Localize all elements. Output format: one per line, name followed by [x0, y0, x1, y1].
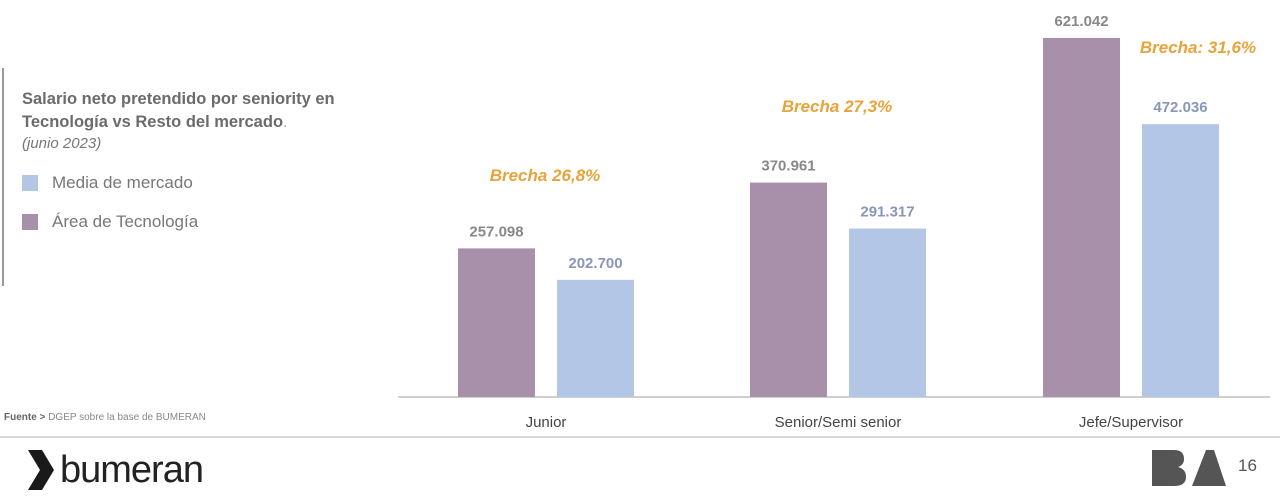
legend-swatch-tech — [22, 214, 38, 230]
bar-market-senior-semi-senior — [849, 228, 926, 397]
chart-subtitle: (junio 2023) — [22, 135, 102, 152]
gap-annotation-senior-semi-senior: Brecha 27,3% — [782, 97, 893, 116]
bar-market-jefe-supervisor — [1142, 124, 1219, 397]
legend-swatch-market — [22, 175, 38, 191]
page-number: 16 — [1238, 456, 1257, 475]
legend-label-market: Media de mercado — [52, 173, 193, 192]
data-label-market-junior: 202.700 — [568, 255, 622, 272]
bumeran-logo: bumeran — [26, 448, 204, 492]
gap-annotation-junior: Brecha 26,8% — [490, 166, 601, 185]
x-tick-label-junior: Junior — [526, 414, 567, 431]
data-label-market-senior-semi-senior: 291.317 — [860, 204, 914, 221]
legend-panel: Salario neto pretendido por seniority en… — [22, 88, 392, 232]
ba-logo-icon — [1152, 450, 1226, 486]
legend-item-tech: Área de Tecnología — [22, 212, 392, 232]
legend-label-tech: Área de Tecnología — [52, 212, 199, 231]
x-tick-label-jefe-supervisor: Jefe/Supervisor — [1079, 414, 1183, 431]
data-label-tech-jefe-supervisor: 621.042 — [1054, 13, 1108, 30]
bar-tech-senior-semi-senior — [750, 182, 827, 397]
bar-market-junior — [557, 279, 634, 397]
bars-group: 257.098 202.700 Junior Brecha 26,8% 370.961 2… — [458, 13, 1256, 431]
chart-title: Salario neto pretendido por seniority en… — [22, 90, 335, 131]
data-label-market-jefe-supervisor: 472.036 — [1153, 99, 1207, 116]
brand-name: bumeran — [60, 449, 204, 491]
data-label-tech-junior: 257.098 — [469, 223, 523, 240]
footer-divider — [0, 436, 1280, 438]
bumeran-chevron-icon — [28, 450, 54, 490]
gap-annotation-jefe-supervisor: Brecha: 31,6% — [1140, 38, 1256, 57]
bar-chart: 257.098 202.700 Junior Brecha 26,8% 370.961 2… — [398, 13, 1270, 431]
bar-tech-junior — [458, 248, 535, 397]
bar-tech-jefe-supervisor — [1043, 38, 1120, 397]
left-accent-rule — [2, 68, 4, 286]
legend-item-market: Media de mercado — [22, 173, 392, 193]
x-tick-label-senior-semi-senior: Senior/Semi senior — [775, 414, 902, 431]
data-label-tech-senior-semi-senior: 370.961 — [761, 158, 815, 175]
source-note: Fuente > DGEP sobre la base de BUMERAN — [4, 412, 206, 423]
